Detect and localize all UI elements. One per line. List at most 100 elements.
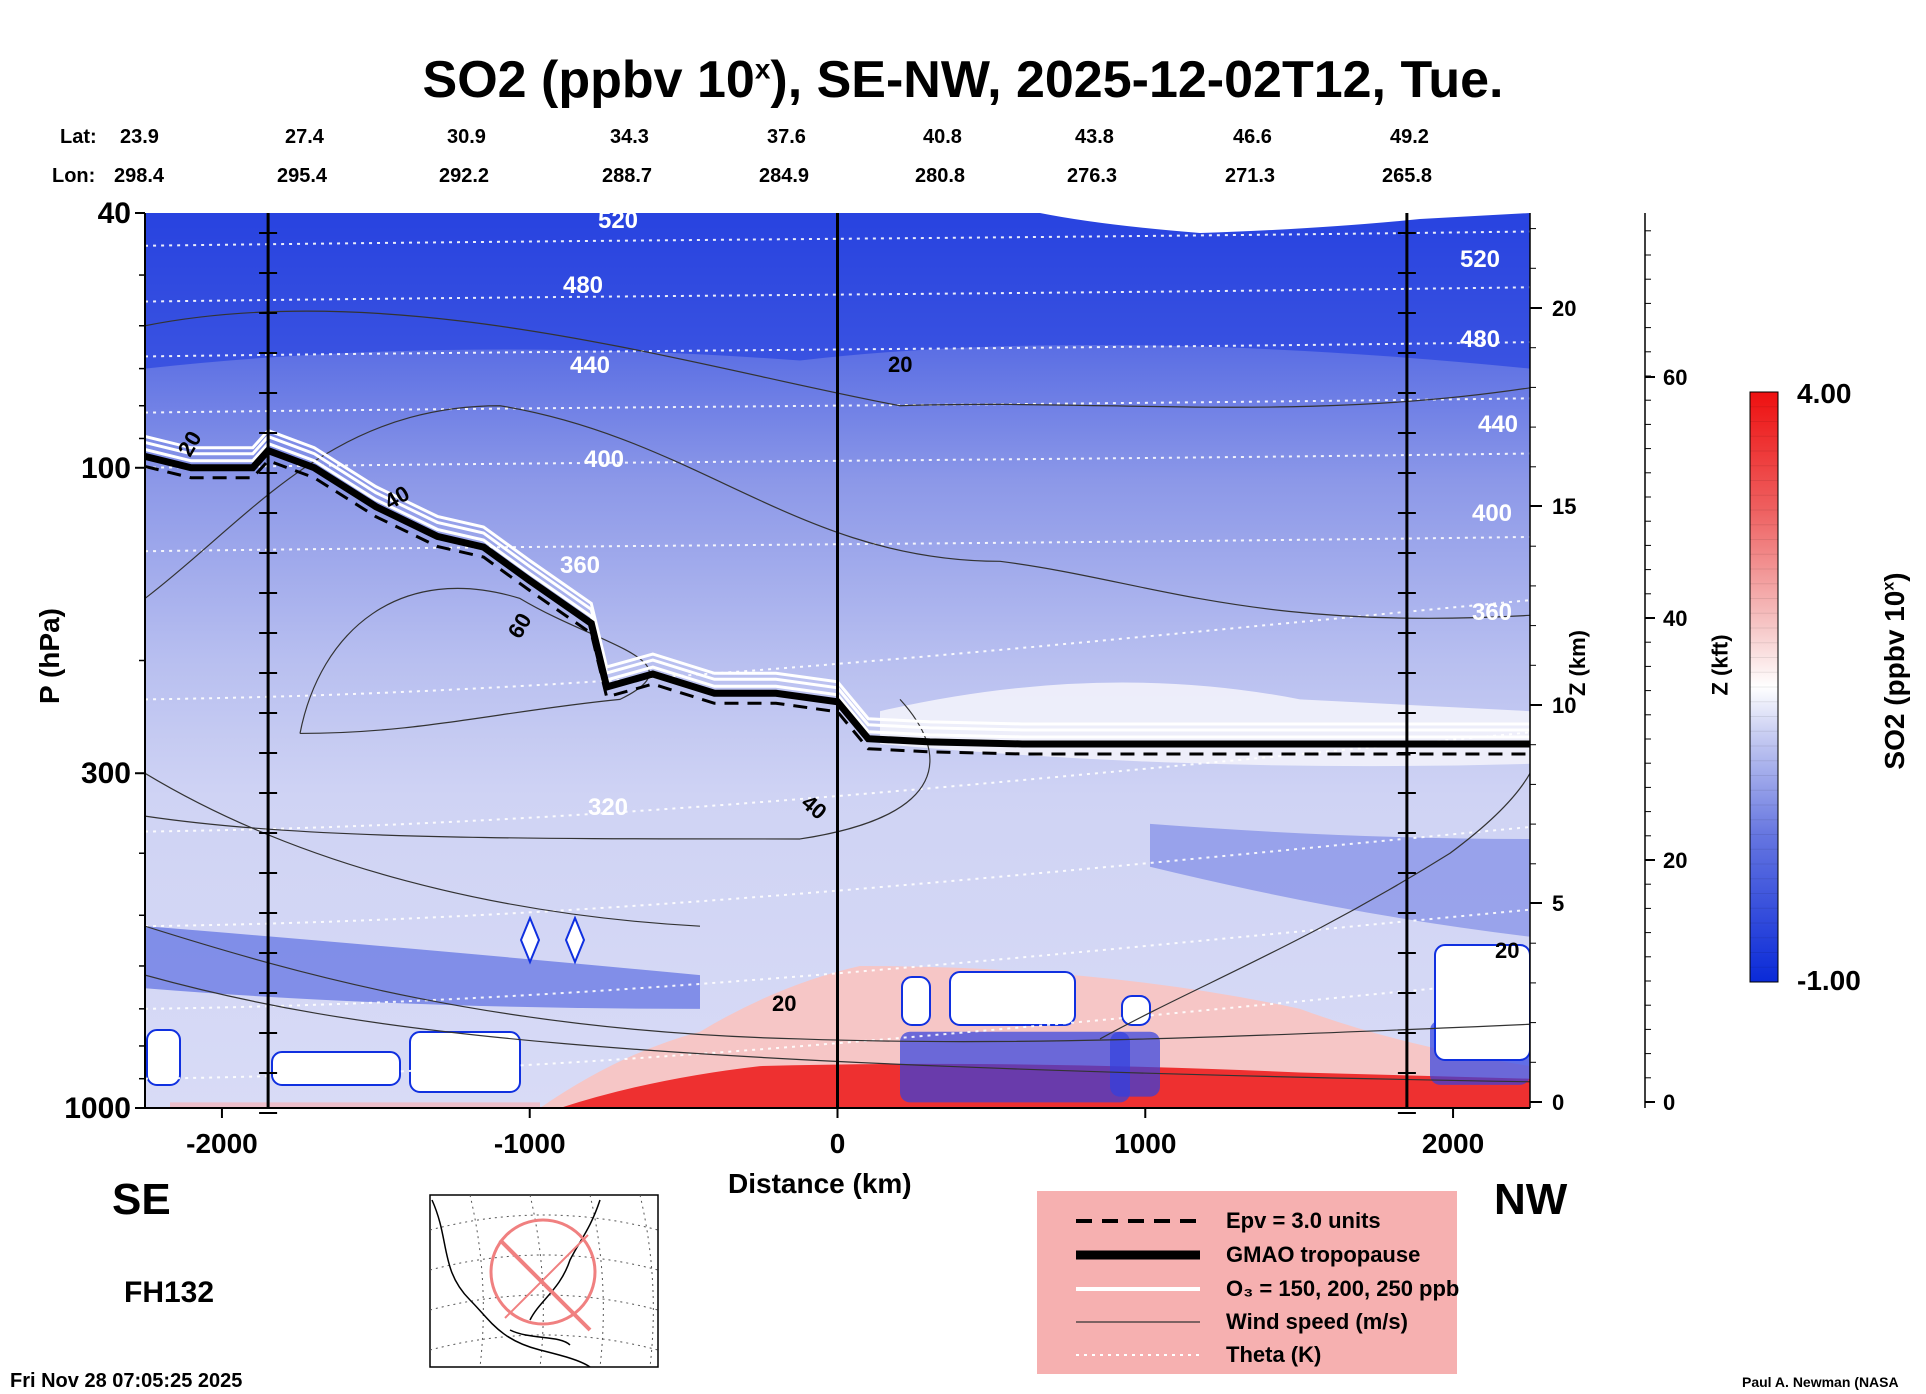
gmao-tropopause xyxy=(145,446,1530,748)
pink-surface xyxy=(170,1102,540,1108)
missing-data-patch xyxy=(949,971,1076,1026)
z-kft-tick-label: 40 xyxy=(1663,606,1687,631)
missing-data-patch xyxy=(1434,944,1530,1061)
footer-timestamp: Fri Nov 28 07:05:25 2025 xyxy=(10,1370,243,1392)
map-gridline xyxy=(429,1334,659,1351)
z-km-tick-label: 5 xyxy=(1552,891,1564,916)
theta-line xyxy=(145,341,1530,358)
z-kft-tick-label: 0 xyxy=(1663,1090,1675,1115)
wind-label: 20 xyxy=(888,352,912,377)
lon-value: 288.7 xyxy=(602,165,653,187)
colorbar-gradient xyxy=(1749,391,1779,983)
colorbar-label: SO2 (ppbv 10x) xyxy=(1879,572,1910,770)
map-gridline xyxy=(429,1254,659,1271)
lat-value: 37.6 xyxy=(767,126,806,148)
lat-value: 46.6 xyxy=(1233,126,1272,148)
theta-label: 320 xyxy=(588,794,628,821)
wind-contour xyxy=(145,772,701,927)
map-gridline xyxy=(429,1294,659,1311)
wind-contour xyxy=(145,925,1530,1043)
o3-contour xyxy=(145,441,1530,739)
colorbar-max: 4.00 xyxy=(1797,378,1852,409)
blue-cell xyxy=(1110,1031,1160,1097)
nw-label: NW xyxy=(1494,1175,1568,1224)
wind-label: 20 xyxy=(1495,938,1519,963)
lon-label: Lon: xyxy=(52,165,96,187)
x-tick-label: 1000 xyxy=(1114,1128,1176,1159)
theta-line xyxy=(145,286,1530,303)
nw-blue-band xyxy=(1150,823,1530,937)
colorbar-min: -1.00 xyxy=(1797,965,1861,996)
missing-data-diamond xyxy=(519,915,541,965)
se-label: SE xyxy=(112,1175,171,1224)
theta-label: 520 xyxy=(598,207,638,234)
z-kft-tick-label: 20 xyxy=(1663,848,1687,873)
x-tick-label: 0 xyxy=(830,1128,846,1159)
legend-tropopause: GMAO tropopause xyxy=(1226,1242,1421,1267)
y-tick-label: 40 xyxy=(98,197,131,230)
lon-value: 298.4 xyxy=(114,165,165,187)
theta-line xyxy=(145,978,1530,1080)
theta-line xyxy=(145,731,1530,833)
legend-o3: O₃ = 150, 200, 250 ppb xyxy=(1226,1276,1460,1301)
theta-label: 480 xyxy=(1460,326,1500,353)
wind-contour xyxy=(1099,772,1530,1040)
wind-contour xyxy=(299,587,650,735)
legend-wind: Wind speed (m/s) xyxy=(1226,1309,1408,1334)
lon-value: 265.8 xyxy=(1382,165,1433,187)
o3-contour xyxy=(145,434,1530,732)
lat-value: 43.8 xyxy=(1075,126,1114,148)
section-circle xyxy=(489,1218,597,1326)
o3-contour xyxy=(145,428,1530,726)
blue-cell xyxy=(900,1031,1130,1103)
theta-line xyxy=(145,826,1530,928)
x-tick-label: -1000 xyxy=(494,1128,566,1159)
theta-line xyxy=(145,397,1530,414)
theta-label: 400 xyxy=(584,446,624,473)
plot-axes: -2000 -1000 0 1000 2000 40 100 300 1000 0 5 10 15 20 0… xyxy=(64,197,1687,1159)
missing-data-patch xyxy=(146,1029,181,1086)
contour-overlays: 5204804404003603205204804404003602040602… xyxy=(145,207,1530,1083)
theta-label: 400 xyxy=(1472,500,1512,527)
missing-data-patch xyxy=(409,1031,521,1093)
z-km-axis-label: Z (km) xyxy=(1565,630,1590,696)
lon-value: 271.3 xyxy=(1225,165,1276,187)
theta-label: 360 xyxy=(560,552,600,579)
lat-label: Lat: xyxy=(60,126,97,148)
z-km-tick-label: 20 xyxy=(1552,296,1576,321)
legend-theta: Theta (K) xyxy=(1226,1342,1322,1367)
z-km-tick-label: 10 xyxy=(1552,693,1576,718)
theta-line xyxy=(145,452,1530,469)
theta-line xyxy=(145,908,1530,1010)
lon-value: 276.3 xyxy=(1067,165,1118,187)
location-map xyxy=(429,1194,659,1368)
wind-contour xyxy=(145,310,1530,408)
map-frame xyxy=(429,1194,659,1368)
missing-data-patch xyxy=(901,976,931,1026)
missing-data-diamond xyxy=(564,915,586,965)
forecast-hour: FH132 xyxy=(124,1276,215,1309)
legend-epv: Epv = 3.0 units xyxy=(1226,1208,1381,1233)
lon-value: 280.8 xyxy=(915,165,966,187)
y-axis-label: P (hPa) xyxy=(34,608,65,704)
theta-line xyxy=(145,535,1530,553)
lon-value: 295.4 xyxy=(277,165,328,187)
colorbar xyxy=(1749,391,1779,983)
theta-label: 480 xyxy=(563,272,603,299)
lon-value: 284.9 xyxy=(759,165,810,187)
lat-value: 49.2 xyxy=(1390,126,1429,148)
z-km-tick-label: 0 xyxy=(1552,1090,1564,1115)
lat-value: 27.4 xyxy=(285,126,324,148)
section-cross xyxy=(504,1234,589,1319)
z-km-tick-label: 15 xyxy=(1552,494,1576,519)
x-tick-label: 2000 xyxy=(1422,1128,1484,1159)
theta-label: 440 xyxy=(1478,411,1518,438)
wind-contour xyxy=(145,698,931,840)
lat-value: 40.8 xyxy=(923,126,962,148)
footer-credit: Paul A. Newman (NASA xyxy=(1742,1374,1899,1390)
lat-value: 30.9 xyxy=(447,126,486,148)
theta-line xyxy=(145,230,1530,247)
lon-value: 292.2 xyxy=(439,165,490,187)
x-tick-label: -2000 xyxy=(186,1128,258,1159)
